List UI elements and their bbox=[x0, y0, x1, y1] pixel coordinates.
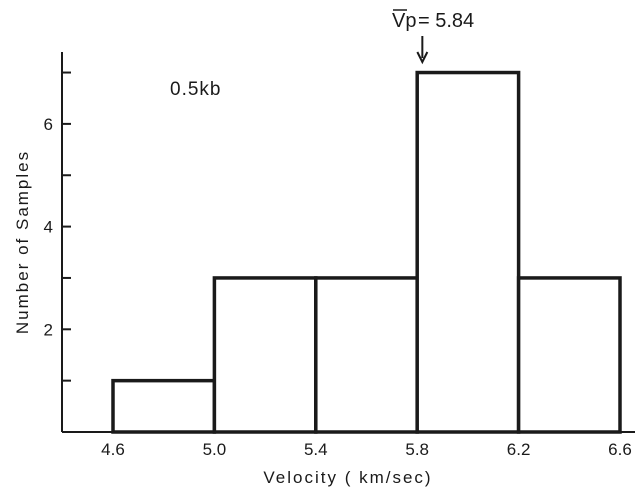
y-tick-label: 2 bbox=[44, 320, 53, 339]
x-tick-label: 6.6 bbox=[608, 440, 632, 459]
mean-symbol: Vp bbox=[392, 10, 416, 32]
histogram-bar-2 bbox=[212, 276, 318, 434]
y-tick-label: 4 bbox=[44, 218, 53, 237]
x-tick-label: 6.2 bbox=[507, 440, 531, 459]
x-tick-label: 5.4 bbox=[304, 440, 328, 459]
mean-arrow-head bbox=[416, 51, 429, 65]
x-tick-label: 5.0 bbox=[203, 440, 227, 459]
histogram-bar-1 bbox=[111, 378, 217, 434]
condition-label: 0.5kb bbox=[170, 79, 221, 100]
y-axis-title: Number of Samples bbox=[13, 150, 32, 334]
histogram-bar-3 bbox=[314, 276, 419, 434]
histogram-bar-5 bbox=[516, 276, 622, 434]
mean-annotation: Vp = 5.84 bbox=[392, 9, 474, 65]
x-ticks-group: 4.6 5.0 5.4 5.8 6.2 6.6 bbox=[101, 424, 632, 459]
x-tick-label: 5.8 bbox=[405, 440, 429, 459]
axes-group bbox=[61, 52, 635, 433]
histogram-bar-4 bbox=[415, 70, 521, 434]
x-axis-title: Velocity ( km/sec) bbox=[263, 468, 432, 487]
bars-group bbox=[111, 70, 622, 434]
mean-value-text: = 5.84 bbox=[418, 10, 474, 32]
y-tick-label: 6 bbox=[44, 115, 53, 134]
y-ticks-group: 2 4 6 bbox=[44, 71, 71, 382]
mean-arrow-icon bbox=[416, 36, 429, 65]
x-tick-label: 4.6 bbox=[101, 440, 125, 459]
